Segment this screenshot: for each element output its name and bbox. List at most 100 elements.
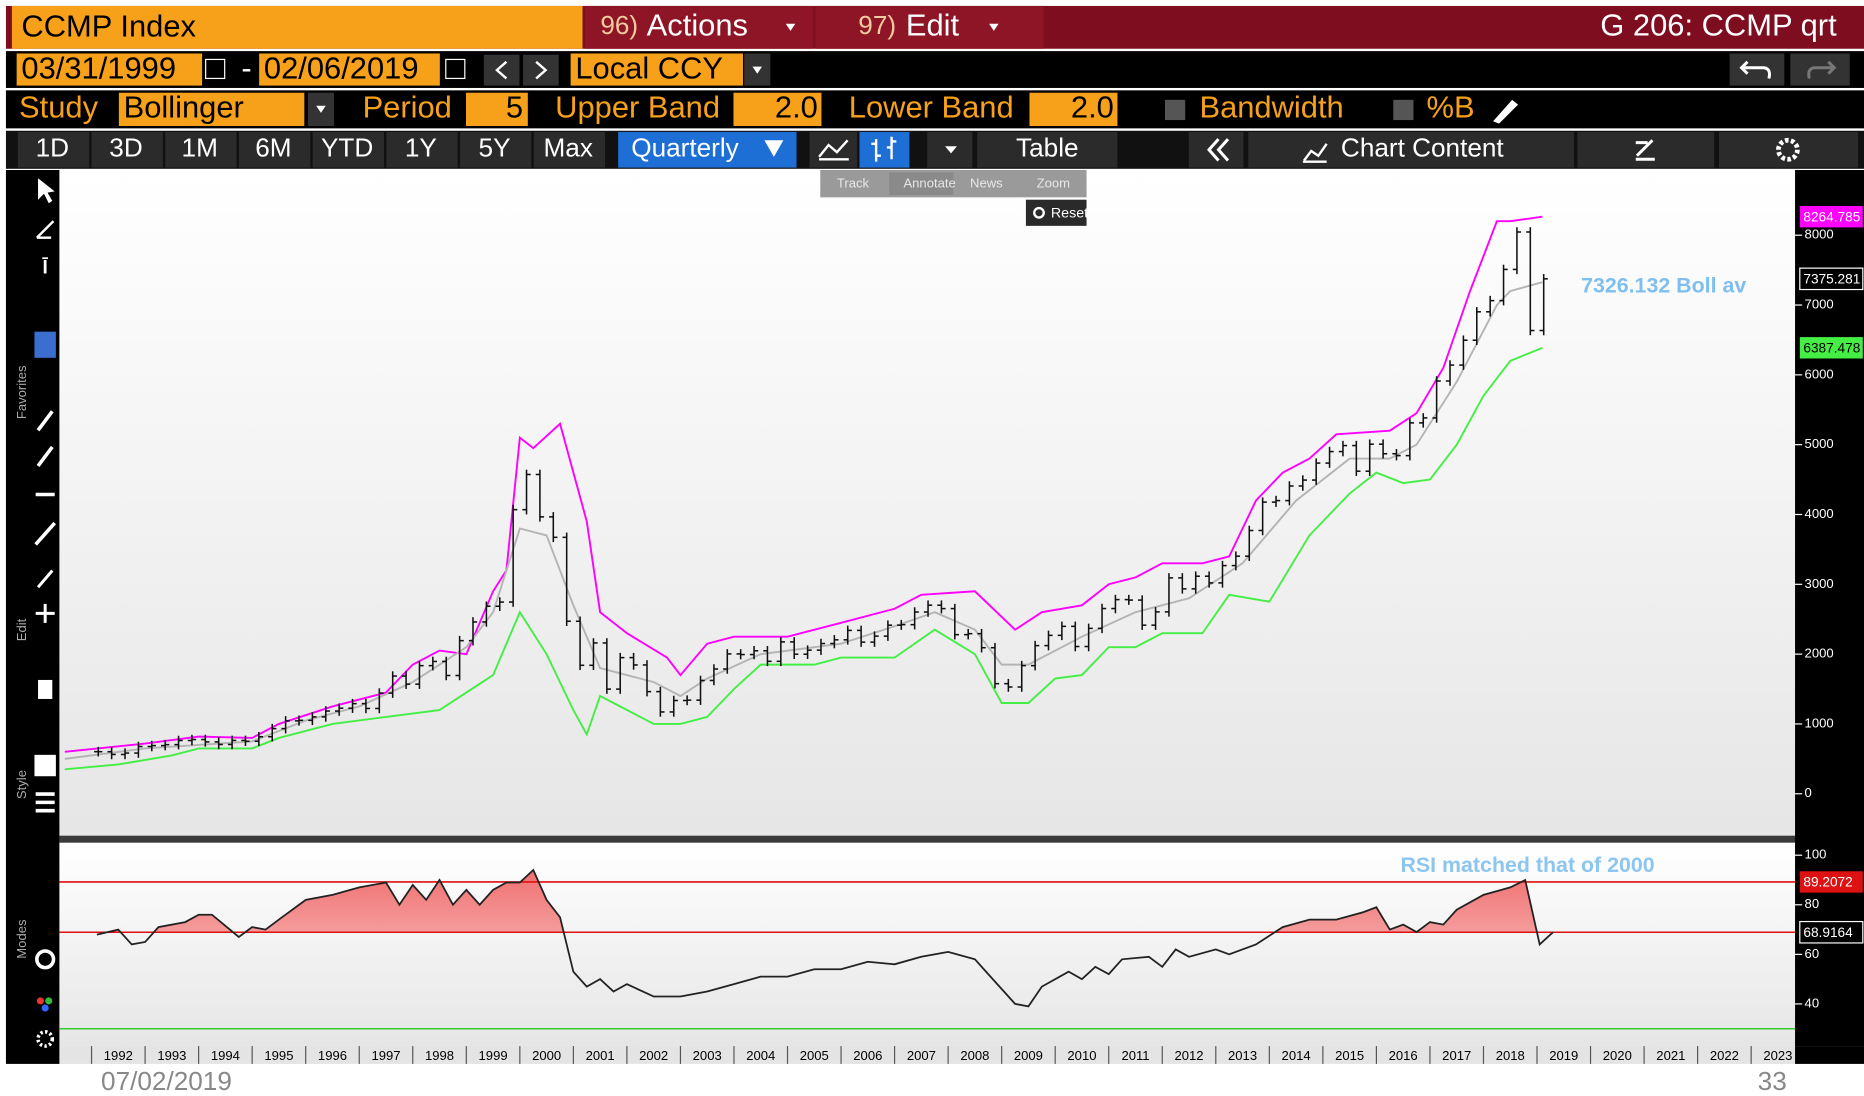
draw-button[interactable]	[1577, 131, 1715, 168]
lower-band-box[interactable]	[1029, 92, 1118, 127]
start-date-box[interactable]	[16, 53, 203, 86]
price-bar	[1539, 274, 1548, 336]
x-tick-label: 2006	[853, 1048, 882, 1063]
price-bar	[134, 741, 143, 758]
actions-menu[interactable]	[584, 5, 814, 49]
price-bar	[107, 746, 116, 760]
price-bar	[642, 660, 652, 697]
tool-icon[interactable]	[36, 220, 55, 239]
x-tick-label: 2021	[1656, 1048, 1685, 1063]
popup-item[interactable]	[889, 172, 954, 195]
currency-box[interactable]	[570, 53, 743, 86]
settings-icon[interactable]	[36, 1030, 55, 1048]
price-bar	[990, 642, 1000, 689]
upper-band-box[interactable]	[733, 92, 822, 127]
next-arrow	[535, 60, 548, 80]
line-style-icon[interactable]	[35, 792, 55, 813]
chart-content-icon	[1302, 143, 1328, 163]
cursor-icon[interactable]	[38, 178, 55, 204]
popup-item[interactable]	[955, 172, 1020, 195]
range-button[interactable]	[386, 131, 458, 168]
tool-icon[interactable]	[34, 331, 56, 358]
range-button[interactable]	[165, 131, 237, 168]
edit-menu[interactable]	[815, 5, 1044, 49]
price-bar	[161, 739, 170, 751]
prev-button[interactable]	[483, 54, 520, 86]
end-date-box[interactable]	[259, 53, 440, 86]
price-bar	[415, 660, 424, 689]
price-bar	[241, 735, 250, 747]
popup-item[interactable]	[1022, 172, 1087, 195]
price-bar	[94, 746, 103, 757]
reset-button[interactable]	[1025, 199, 1087, 226]
percent-b-checkbox[interactable]	[1393, 99, 1414, 121]
chart-content-button[interactable]	[1248, 131, 1574, 168]
price-bar	[281, 716, 290, 734]
price-bar	[1459, 335, 1468, 370]
price-bar	[843, 625, 852, 645]
range-label: Max	[544, 133, 593, 163]
price-bar	[1204, 571, 1214, 588]
settings-button[interactable]	[1718, 131, 1859, 168]
pencil-icon[interactable]	[1493, 99, 1519, 124]
gear-icon	[1776, 137, 1800, 162]
price-bar	[455, 635, 464, 681]
caret	[945, 146, 957, 154]
next-button[interactable]	[523, 54, 559, 86]
range-button[interactable]	[17, 131, 90, 168]
tool-icon[interactable]	[35, 569, 55, 623]
frequency-button[interactable]	[618, 131, 797, 168]
price-bar	[268, 723, 277, 742]
price-bar	[508, 504, 518, 607]
sidebar-section: Edit	[14, 618, 29, 641]
price-bar	[1111, 594, 1120, 614]
price-bar	[1312, 458, 1321, 485]
period-box[interactable]	[466, 92, 528, 127]
mode-icon[interactable]	[41, 1004, 49, 1012]
bar-chart-button[interactable]	[859, 131, 910, 168]
color-icon[interactable]	[34, 754, 56, 777]
price-bar	[776, 637, 785, 667]
range-button[interactable]	[460, 131, 532, 168]
upper-band-label: Upper Band	[555, 90, 720, 125]
trash-icon[interactable]	[38, 679, 53, 699]
study-box[interactable]	[118, 92, 305, 127]
period-label: Period	[363, 90, 452, 125]
upper-band-tag-label: 8264.785	[1803, 210, 1860, 225]
collapse-button[interactable]	[1188, 131, 1244, 168]
reset-icon	[1033, 206, 1045, 219]
price-bar	[120, 748, 130, 760]
plot: 0 1000 2000 3000 4000 5000 6000 7000 8000 8264.78…	[59, 206, 1864, 1064]
last-price-tag	[1799, 267, 1864, 291]
range-button[interactable]	[238, 131, 311, 168]
price-bar	[1164, 573, 1174, 617]
range-button[interactable]	[312, 131, 384, 168]
range-button[interactable]	[91, 131, 163, 168]
calendar-icon[interactable]	[205, 58, 226, 80]
table-button[interactable]	[977, 131, 1118, 168]
price-bar	[1365, 439, 1374, 476]
mode-icon[interactable]	[45, 997, 53, 1005]
start-date: 03/31/1999	[21, 50, 176, 85]
y-tick-label: 8000	[1805, 227, 1834, 242]
footer-date: 07/02/2019	[101, 1066, 232, 1096]
tool-icon[interactable]	[34, 410, 57, 546]
price-bar	[522, 469, 531, 515]
range-label: 3D	[109, 133, 142, 163]
range-button[interactable]	[533, 131, 606, 168]
undo-button[interactable]	[1729, 53, 1785, 86]
popup-item[interactable]	[822, 172, 887, 195]
panel-divider[interactable]	[59, 835, 1864, 843]
x-tick-label: 1992	[104, 1048, 133, 1063]
rsi-line	[96, 868, 1554, 1008]
bandwidth-checkbox[interactable]	[1165, 99, 1186, 121]
tool-icon[interactable]: Ī	[42, 258, 49, 279]
price-bar	[656, 686, 665, 717]
y-tick-label: 60	[1805, 946, 1820, 961]
security-box[interactable]	[11, 5, 583, 49]
mode-icon[interactable]	[36, 997, 44, 1005]
x-tick-label: 1998	[425, 1048, 454, 1063]
mode-icon[interactable]	[35, 949, 56, 970]
redo-button[interactable]	[1790, 53, 1850, 86]
calendar-icon[interactable]	[445, 58, 466, 80]
